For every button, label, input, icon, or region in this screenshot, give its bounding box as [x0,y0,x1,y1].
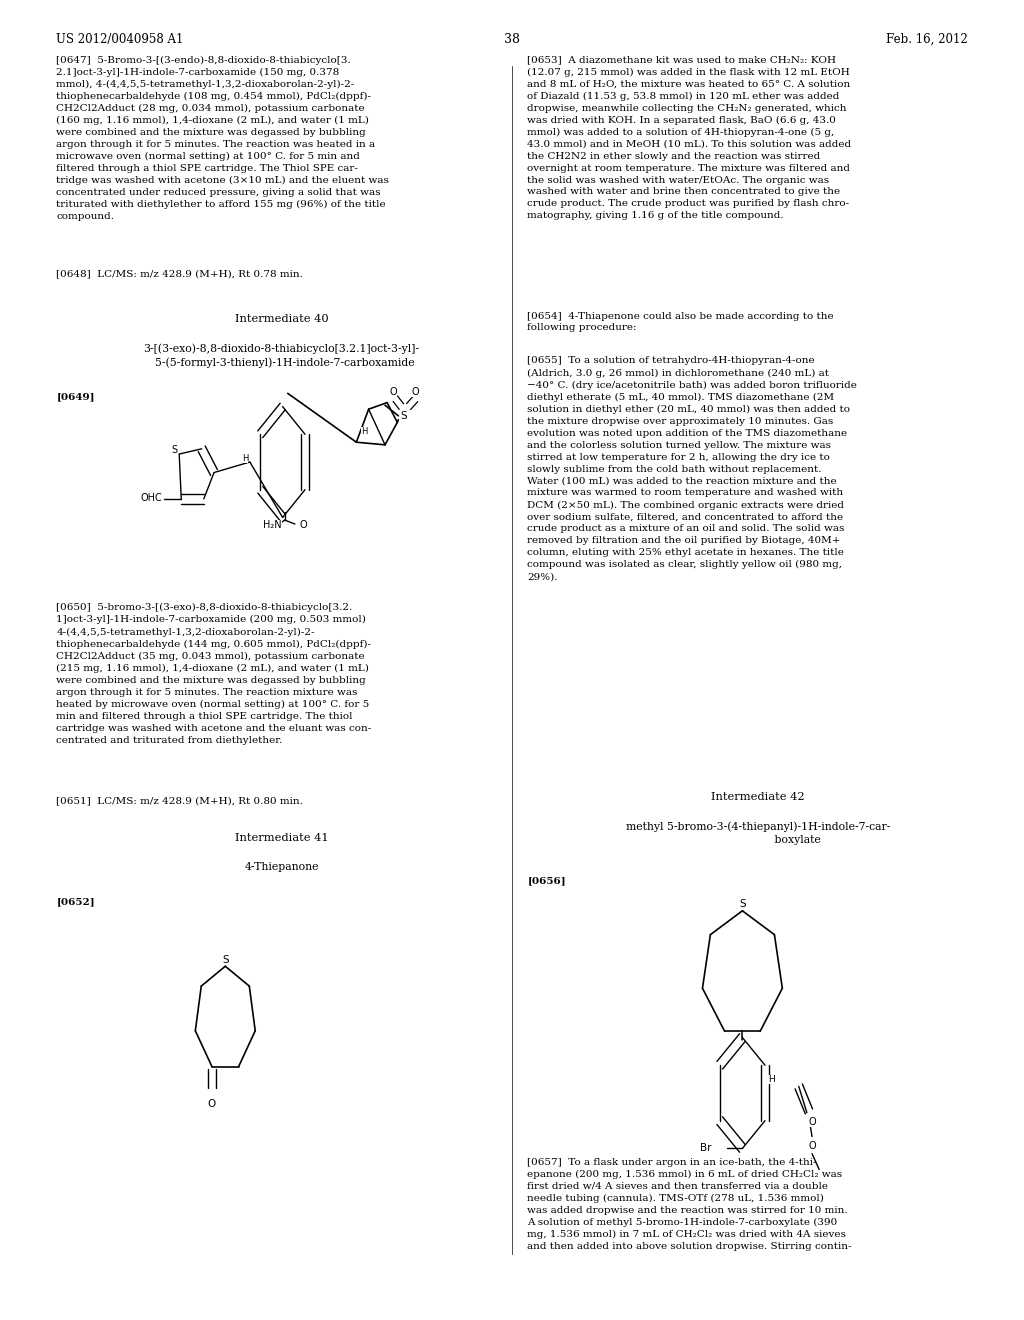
Text: H₂N: H₂N [263,520,282,531]
Text: [0650]  5-bromo-3-[(3-exo)-8,8-dioxido-8-thiabicyclo[3.2.
1]oct-3-yl]-1H-indole-: [0650] 5-bromo-3-[(3-exo)-8,8-dioxido-8-… [56,603,372,744]
Text: [0657]  To a flask under argon in an ice-bath, the 4-thi-
epanone (200 mg, 1.536: [0657] To a flask under argon in an ice-… [527,1158,852,1251]
Text: H: H [242,454,248,462]
Text: [0648]  LC/MS: m/z 428.9 (M+H), Rt 0.78 min.: [0648] LC/MS: m/z 428.9 (M+H), Rt 0.78 m… [56,269,303,279]
Text: S: S [222,954,228,965]
Text: O: O [299,520,307,531]
Text: US 2012/0040958 A1: US 2012/0040958 A1 [56,33,183,46]
Text: methyl 5-bromo-3-(4-thiepanyl)-1H-indole-7-car-
                       boxylate: methyl 5-bromo-3-(4-thiepanyl)-1H-indole… [626,821,890,845]
Text: O: O [412,387,420,397]
Text: Intermediate 42: Intermediate 42 [711,792,805,803]
Text: 38: 38 [504,33,520,46]
Text: [0651]  LC/MS: m/z 428.9 (M+H), Rt 0.80 min.: [0651] LC/MS: m/z 428.9 (M+H), Rt 0.80 m… [56,796,303,805]
Text: O: O [808,1117,816,1127]
Text: S: S [171,445,177,455]
Text: S: S [400,411,407,421]
Text: Feb. 16, 2012: Feb. 16, 2012 [886,33,968,46]
Text: S: S [739,899,745,909]
Text: [0647]  5-Bromo-3-[(3-endo)-8,8-dioxido-8-thiabicyclo[3.
2.1]oct-3-yl]-1H-indole: [0647] 5-Bromo-3-[(3-endo)-8,8-dioxido-8… [56,55,389,222]
Text: Br: Br [700,1143,712,1154]
Text: [0649]: [0649] [56,392,95,401]
Text: [0654]  4-Thiapenone could also be made according to the
following procedure:: [0654] 4-Thiapenone could also be made a… [527,312,834,333]
Text: [0655]  To a solution of tetrahydro-4H-thiopyran-4-one
(Aldrich, 3.0 g, 26 mmol): [0655] To a solution of tetrahydro-4H-th… [527,356,857,581]
Text: H: H [768,1076,774,1084]
Text: O: O [208,1098,216,1109]
Text: 4-Thiepanone: 4-Thiepanone [245,862,318,873]
Text: Intermediate 40: Intermediate 40 [234,314,329,325]
Text: 3-[(3-exo)-8,8-dioxido-8-thiabicyclo[3.2.1]oct-3-yl]-
  5-(5-formyl-3-thienyl)-1: 3-[(3-exo)-8,8-dioxido-8-thiabicyclo[3.2… [143,343,420,368]
Text: [0656]: [0656] [527,876,566,886]
Text: [0653]  A diazomethane kit was used to make CH₂N₂: KOH
(12.07 g, 215 mmol) was a: [0653] A diazomethane kit was used to ma… [527,55,852,220]
Text: [0652]: [0652] [56,898,95,907]
Text: O: O [389,387,397,397]
Text: Intermediate 41: Intermediate 41 [234,833,329,843]
Text: OHC: OHC [140,492,163,503]
Text: O: O [808,1140,816,1151]
Text: H: H [361,428,368,436]
